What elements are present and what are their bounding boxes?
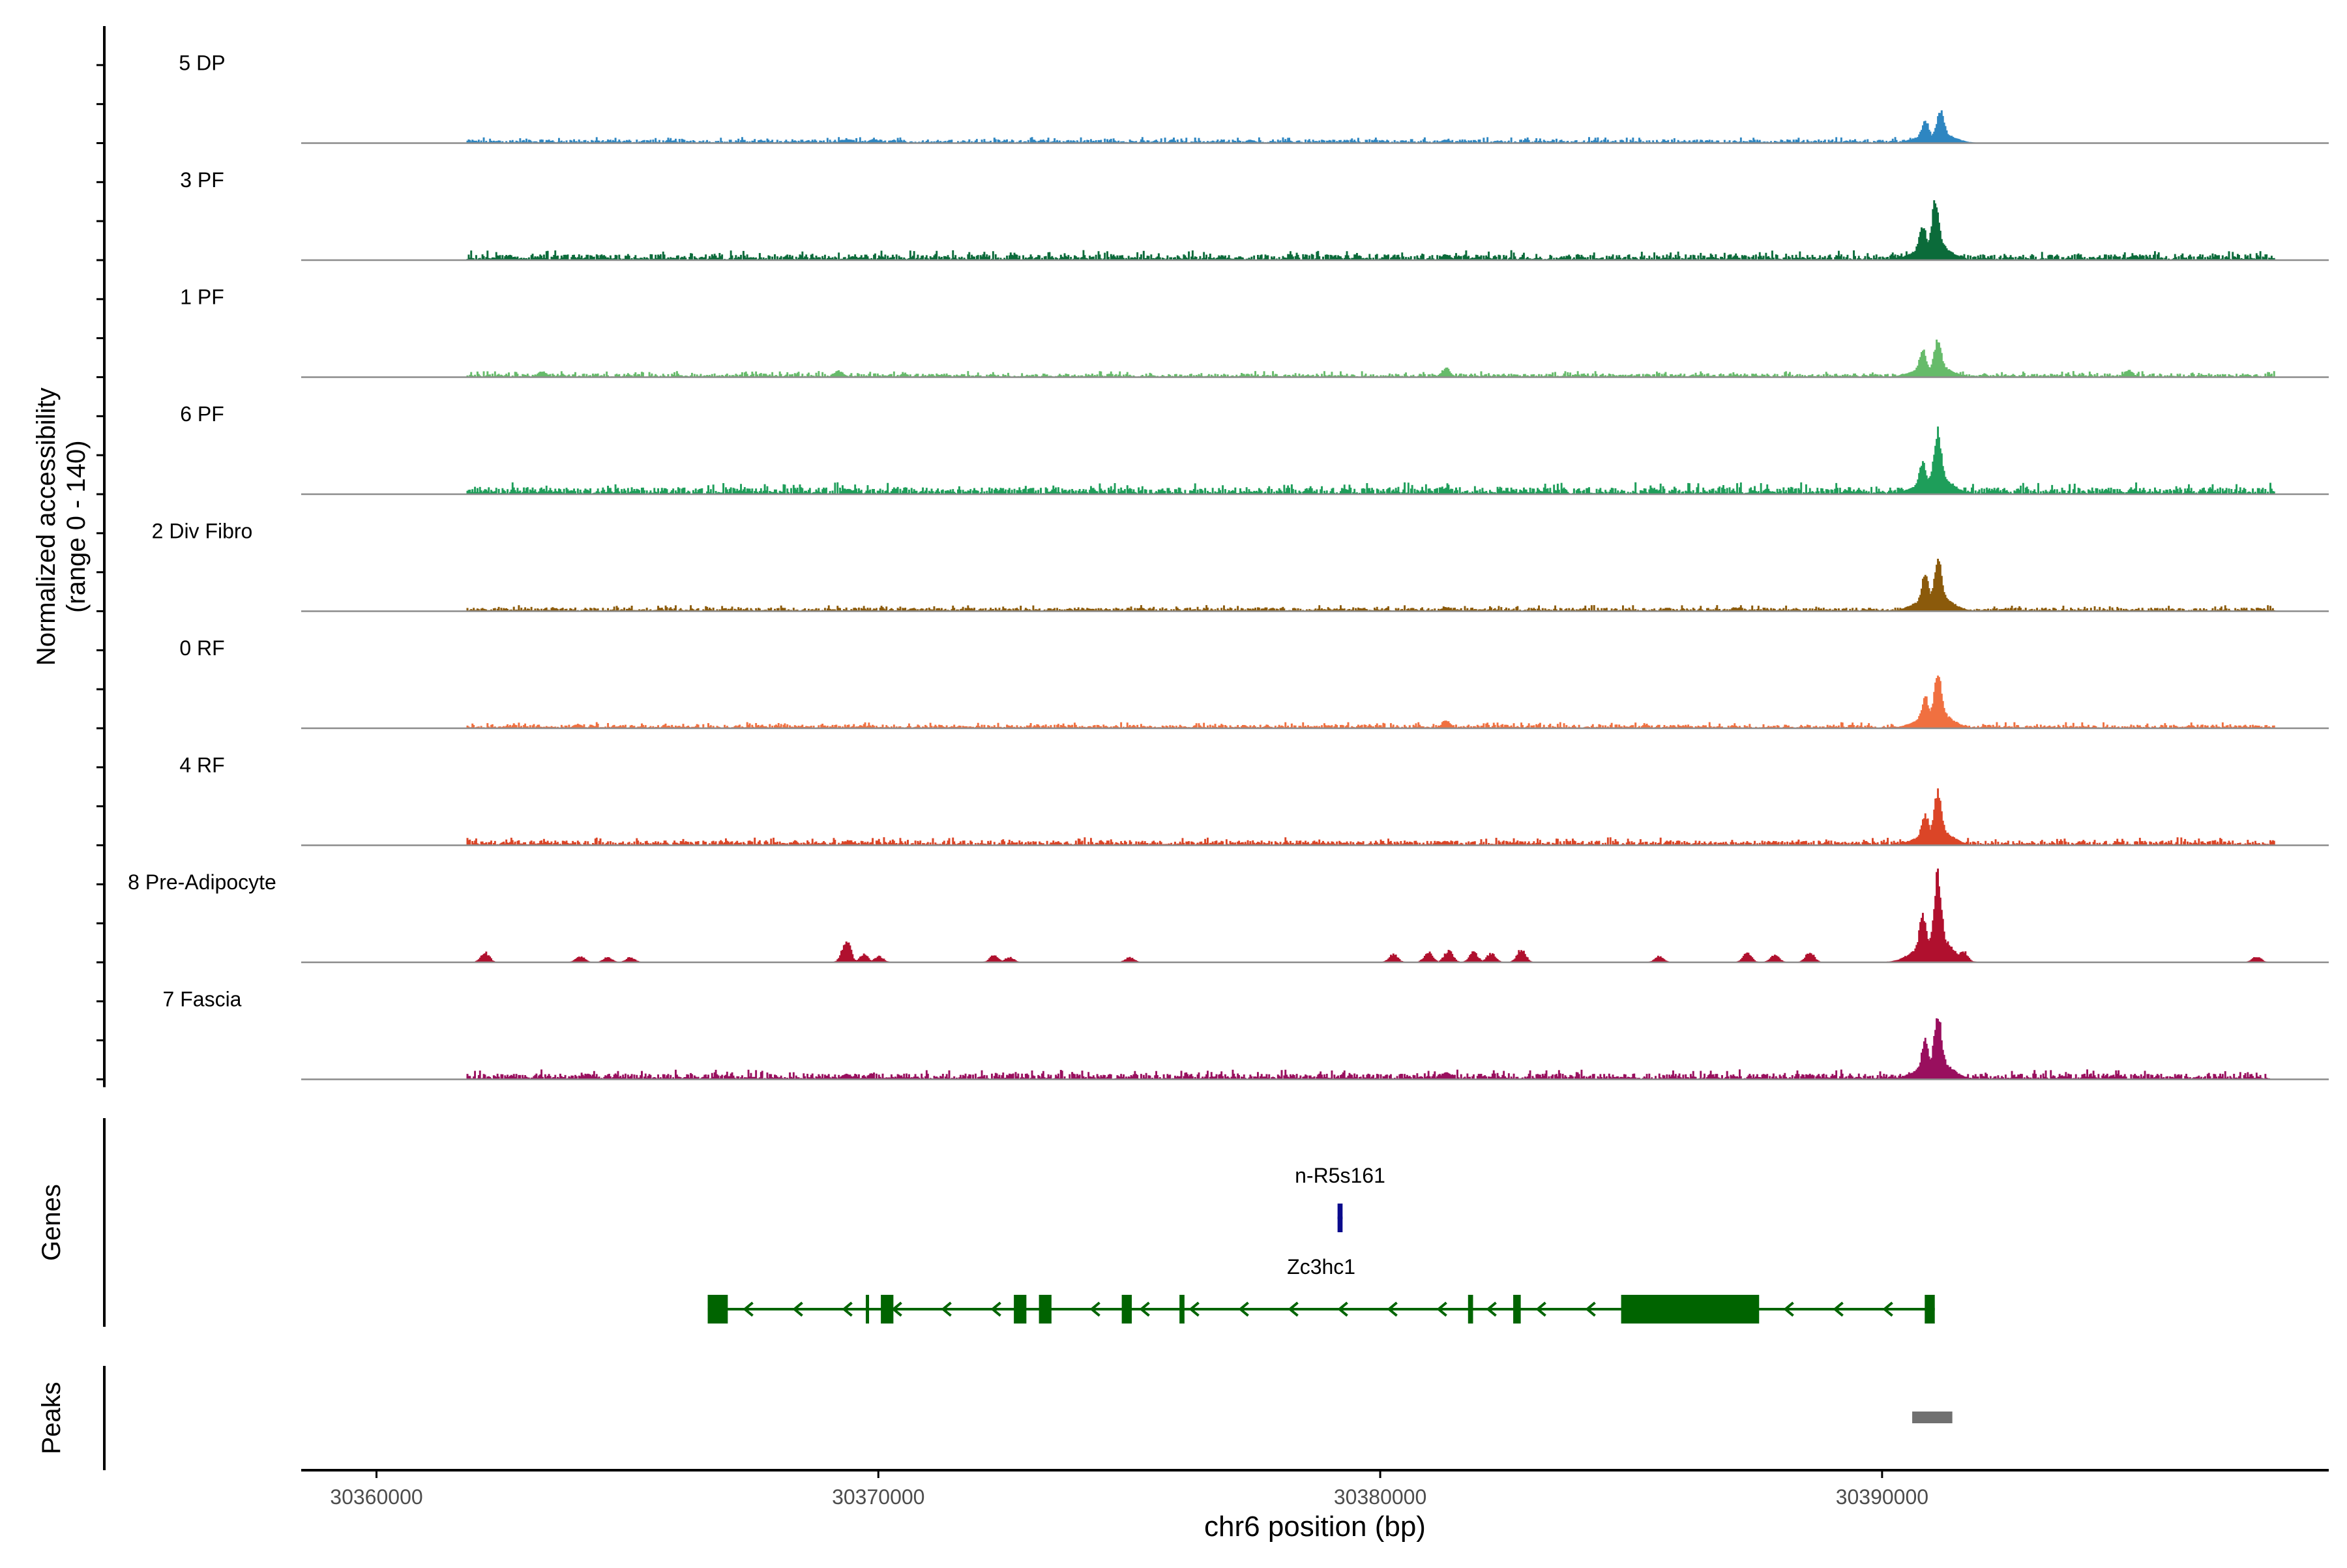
- strand-chevron: [941, 1301, 952, 1317]
- coverage-track: 3 PF: [180, 168, 2329, 261]
- coverage-y-axis: [96, 26, 106, 1087]
- coverage-area: [466, 200, 2275, 261]
- peak-region: [1912, 1412, 1953, 1423]
- strand-chevron: [1387, 1301, 1398, 1317]
- coverage-area: [474, 868, 2268, 963]
- coverage-area: [466, 788, 2275, 846]
- track-label: 7 Fascia: [163, 988, 242, 1011]
- strand-chevron: [792, 1301, 803, 1317]
- coverage-tracks: 5 DP 3 PF 1 PF 6 PF 2 Div Fibro 0 RF 4 RF 8 Pre…: [128, 52, 2329, 1080]
- gene-exon: [881, 1295, 894, 1324]
- strand-chevron: [743, 1301, 754, 1317]
- gene: n-R5s161: [1295, 1164, 1385, 1232]
- gene-annotations: n-R5s161 Zc3hc1: [707, 1164, 1935, 1324]
- gene: Zc3hc1: [707, 1255, 1935, 1324]
- peaks-y-axis-label: Peaks: [37, 1382, 66, 1454]
- strand-chevron: [1089, 1301, 1100, 1317]
- x-tick-label: 30360000: [330, 1485, 422, 1509]
- coverage-track: 6 PF: [180, 402, 2329, 496]
- strand-chevron: [1882, 1301, 1893, 1317]
- gene-exon: [866, 1295, 870, 1324]
- gene-name-label: n-R5s161: [1295, 1164, 1385, 1187]
- strand-chevron: [1783, 1301, 1794, 1317]
- coverage-area: [466, 1018, 2270, 1080]
- x-axis-label: chr6 position (bp): [1204, 1511, 1426, 1543]
- strand-chevron: [891, 1301, 902, 1317]
- track-label: 3 PF: [180, 168, 224, 192]
- track-label: 4 RF: [179, 754, 224, 777]
- strand-chevron: [990, 1301, 1001, 1317]
- track-label: 8 Pre-Adipocyte: [128, 870, 276, 894]
- track-label: 5 DP: [179, 52, 225, 75]
- track-label: 1 PF: [180, 286, 224, 309]
- strand-chevron: [1833, 1301, 1844, 1317]
- strand-chevron: [1585, 1301, 1596, 1317]
- coverage-area: [466, 559, 2275, 612]
- coverage-track: 0 RF: [179, 636, 2329, 730]
- strand-chevron: [842, 1301, 853, 1317]
- coverage-area: [466, 110, 1975, 143]
- x-tick-label: 30380000: [1334, 1485, 1426, 1509]
- coverage-area: [466, 339, 2275, 377]
- track-label: 2 Div Fibro: [152, 520, 253, 543]
- gene-exon: [1039, 1295, 1052, 1324]
- gene-exon: [1121, 1295, 1132, 1324]
- coverage-track: 1 PF: [180, 286, 2329, 378]
- x-axis: 30360000 30370000 30380000 30390000: [301, 1469, 2329, 1509]
- coverage-track: 8 Pre-Adipocyte: [128, 868, 2329, 964]
- strand-chevron: [1486, 1301, 1497, 1317]
- coverage-y-axis-label-line: (range 0 - 140): [62, 440, 91, 613]
- gene-exon: [1925, 1295, 1935, 1324]
- gene-exon: [1179, 1295, 1185, 1324]
- coverage-y-axis-label-line: Normalized accessibility: [32, 387, 61, 666]
- x-tick-label: 30390000: [1836, 1485, 1928, 1509]
- genes-y-axis-label: Genes: [37, 1184, 66, 1261]
- track-label: 0 RF: [179, 636, 224, 660]
- gene-exon: [1014, 1295, 1027, 1324]
- track-label: 6 PF: [180, 402, 224, 426]
- coverage-track: 7 Fascia: [163, 988, 2329, 1080]
- gene-exon: [1337, 1204, 1343, 1232]
- strand-chevron: [1337, 1301, 1348, 1317]
- peak-regions: [1912, 1412, 1953, 1423]
- coverage-track: 5 DP: [179, 52, 2329, 144]
- strand-chevron: [1436, 1301, 1447, 1317]
- coverage-y-axis-label: Normalized accessibility(range 0 - 140): [32, 387, 91, 666]
- strand-chevron: [1288, 1301, 1299, 1317]
- strand-chevron: [1238, 1301, 1249, 1317]
- gene-exon: [707, 1295, 728, 1324]
- strand-chevron: [1139, 1301, 1150, 1317]
- coverage-track: 2 Div Fibro: [152, 520, 2329, 612]
- coverage-area: [466, 426, 2275, 495]
- gene-exon: [1621, 1295, 1760, 1324]
- x-tick-label: 30370000: [832, 1485, 924, 1509]
- coverage-area: [466, 675, 2275, 729]
- gene-exon: [1468, 1295, 1473, 1324]
- gene-exon: [1513, 1295, 1521, 1324]
- coverage-track: 4 RF: [179, 754, 2329, 846]
- strand-chevron: [1535, 1301, 1546, 1317]
- gene-name-label: Zc3hc1: [1287, 1255, 1355, 1279]
- strand-chevron: [1188, 1301, 1200, 1317]
